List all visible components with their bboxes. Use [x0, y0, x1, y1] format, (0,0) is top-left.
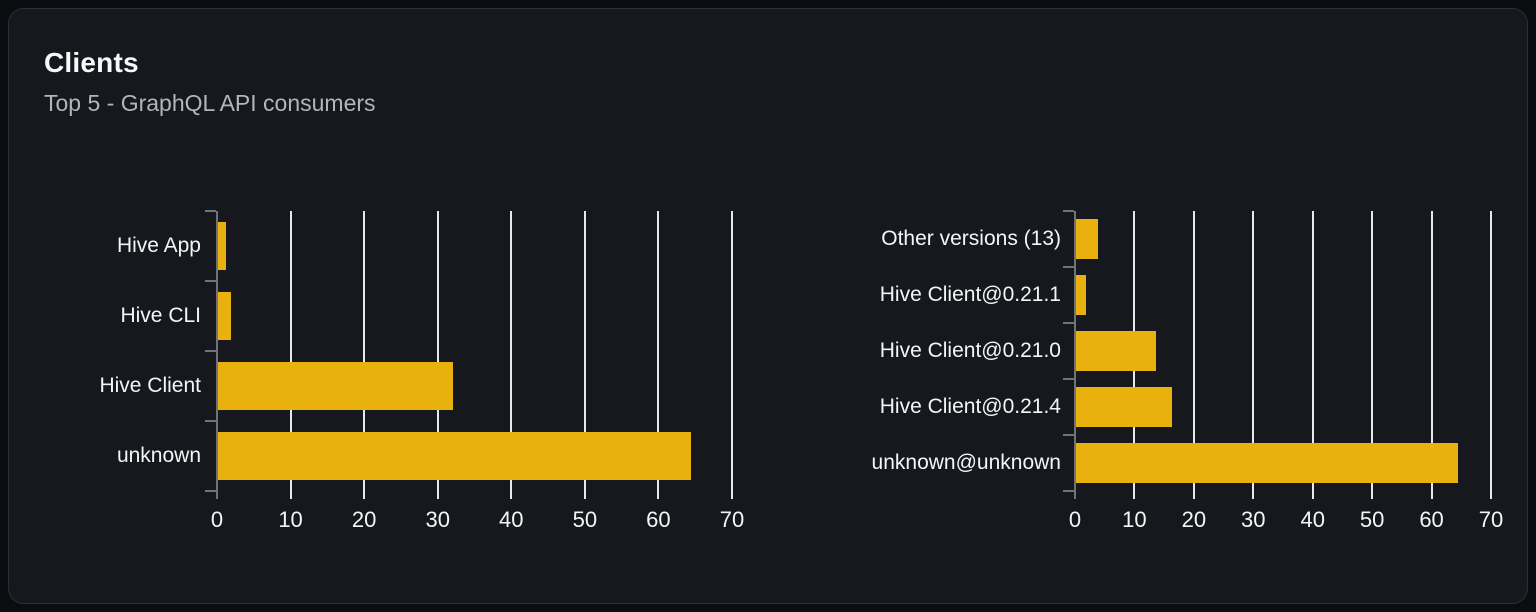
category-label: Other versions (13) — [881, 227, 1061, 250]
y-axis-line — [1074, 211, 1076, 499]
axis-tick — [1063, 210, 1074, 212]
gridline — [1371, 211, 1374, 499]
x-tick-label: 10 — [278, 507, 303, 532]
gridline — [731, 211, 733, 499]
axis-tick — [205, 280, 216, 282]
axis-tick — [205, 490, 216, 492]
card-title: Clients — [44, 47, 139, 78]
gridline — [1430, 211, 1433, 499]
y-axis-line — [216, 211, 218, 499]
x-tick-label: 0 — [1068, 507, 1082, 532]
category-label: Hive App — [116, 234, 201, 257]
chart-bar[interactable] — [1075, 331, 1157, 371]
axis-tick — [1063, 266, 1074, 268]
axis-tick — [1063, 434, 1074, 436]
chart-bar[interactable] — [1075, 443, 1458, 483]
x-tick-label: 40 — [1300, 507, 1325, 532]
card-header: Clients Top 5 - GraphQL API consumers — [44, 47, 376, 117]
axis-tick — [205, 210, 216, 212]
axis-tick — [1063, 322, 1074, 324]
x-tick-label: 30 — [1241, 507, 1266, 532]
gridline — [436, 211, 439, 499]
gridline — [1490, 211, 1492, 499]
gridline — [657, 211, 660, 499]
x-tick-label: 60 — [1419, 507, 1444, 532]
clients-card: Clients Top 5 - GraphQL API consumers Hi… — [8, 8, 1528, 604]
clients-by-name-bar-chart: Hive App Hive CLI Hive Client unknown 0 10 20 3… — [99, 210, 744, 532]
x-tick-label: 20 — [1181, 507, 1207, 532]
category-label: unknown — [116, 444, 201, 467]
category-label: unknown@unknown — [871, 451, 1061, 474]
x-tick-label: 10 — [1122, 507, 1147, 532]
gridline — [510, 211, 513, 499]
gridline — [1311, 211, 1314, 499]
x-tick-label: 50 — [1359, 507, 1385, 532]
x-tick-label: 60 — [646, 507, 671, 532]
gridline — [583, 211, 586, 499]
x-tick-label: 70 — [1478, 507, 1504, 532]
category-label: Hive CLI — [120, 304, 201, 327]
gridline — [363, 211, 366, 499]
chart-bar[interactable] — [217, 362, 454, 410]
axis-tick — [1063, 378, 1074, 380]
x-tick-label: 30 — [425, 507, 450, 532]
chart-bar[interactable] — [217, 222, 226, 270]
category-label: Hive Client@0.21.1 — [879, 283, 1061, 306]
chart-bar[interactable] — [1075, 387, 1173, 427]
gridline — [1252, 211, 1255, 499]
axis-tick — [205, 350, 216, 352]
clients-by-version-bar-chart: Other versions (13) Hive Client@0.21.1 Hiv… — [872, 210, 1503, 532]
category-label: Hive Client@0.21.4 — [879, 395, 1061, 418]
gridline — [289, 211, 292, 499]
x-tick-label: 0 — [210, 507, 224, 532]
chart-bar[interactable] — [1075, 275, 1086, 315]
x-tick-label: 20 — [351, 507, 377, 532]
axis-tick — [205, 420, 216, 422]
x-tick-label: 40 — [499, 507, 524, 532]
chart-bar[interactable] — [217, 432, 691, 480]
axis-tick — [1063, 490, 1074, 492]
x-tick-label: 50 — [572, 507, 598, 532]
category-label: Hive Client@0.21.0 — [879, 339, 1061, 362]
chart-bar[interactable] — [217, 292, 231, 340]
x-tick-label: 70 — [719, 507, 745, 532]
card-subtitle: Top 5 - GraphQL API consumers — [44, 90, 376, 116]
gridline — [1192, 211, 1195, 499]
chart-bar[interactable] — [1075, 219, 1099, 259]
category-label: Hive Client — [99, 374, 201, 397]
